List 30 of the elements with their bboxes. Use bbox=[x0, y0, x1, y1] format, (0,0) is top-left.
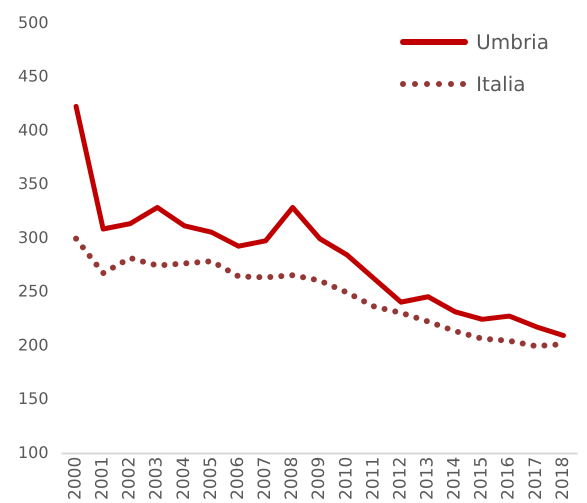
x-tick-label: 2004 bbox=[174, 456, 194, 500]
x-tick-label: 2018 bbox=[552, 456, 573, 500]
x-tick-label: 2000 bbox=[66, 456, 86, 500]
x-tick-label: 2013 bbox=[417, 456, 438, 500]
legend-label: Umbria bbox=[476, 30, 549, 54]
y-tick-label: 300 bbox=[18, 228, 49, 247]
y-tick-label: 200 bbox=[18, 335, 49, 354]
x-tick-label: 2010 bbox=[336, 456, 356, 500]
y-tick-label: 150 bbox=[18, 389, 49, 408]
x-tick-label: 2008 bbox=[282, 456, 302, 500]
x-tick-label: 2014 bbox=[444, 456, 465, 500]
x-tick-label: 2006 bbox=[228, 456, 248, 500]
x-tick-label: 2007 bbox=[255, 456, 276, 500]
x-tick-label: 2017 bbox=[526, 456, 546, 500]
y-tick-label: 500 bbox=[18, 12, 49, 32]
x-tick-label: 2015 bbox=[472, 456, 492, 500]
x-tick-label: 2009 bbox=[309, 456, 330, 500]
x-tick-label: 2002 bbox=[120, 456, 140, 500]
y-tick-label: 400 bbox=[18, 120, 49, 140]
y-tick-label: 350 bbox=[18, 174, 49, 194]
y-tick-label: 100 bbox=[18, 442, 49, 462]
x-tick-label: 2012 bbox=[390, 456, 410, 500]
x-tick-label: 2005 bbox=[200, 456, 221, 500]
x-tick-label: 2003 bbox=[146, 456, 167, 500]
y-tick-label: 250 bbox=[18, 282, 49, 301]
x-tick-label: 2001 bbox=[92, 456, 113, 500]
x-tick-label: 2011 bbox=[363, 456, 384, 500]
y-tick-label: 450 bbox=[18, 66, 49, 86]
legend-label: Italia bbox=[476, 72, 526, 96]
x-tick-label: 2016 bbox=[498, 456, 519, 500]
